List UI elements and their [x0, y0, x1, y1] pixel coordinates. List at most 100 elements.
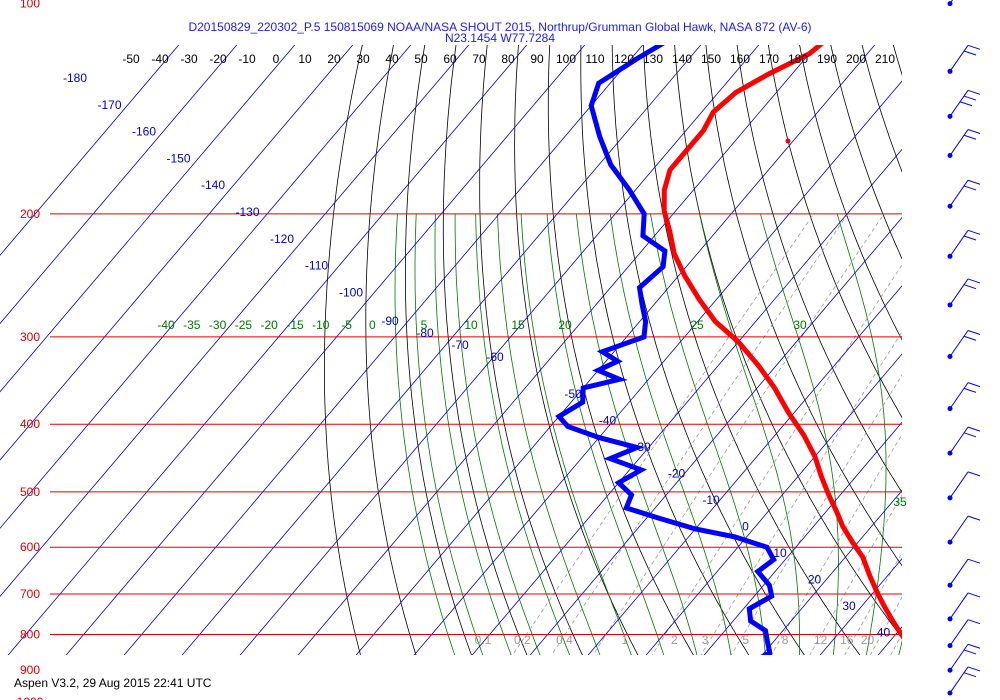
wind-barb-staff — [949, 230, 969, 257]
theta-label: -20 — [209, 52, 227, 66]
mixing-ratio-line — [770, 433, 902, 655]
dry-adiabat-line — [767, 45, 902, 419]
isotherm-line — [65, 45, 586, 655]
moist-adiabat-line — [475, 213, 570, 655]
dry-adiabat-line — [642, 45, 861, 655]
isotherm-label: 40 — [877, 626, 891, 640]
wind-barb — [947, 44, 981, 74]
dry-adiabat-line — [404, 45, 472, 655]
theta-label: 100 — [556, 52, 576, 66]
theta-label: 130 — [643, 52, 663, 66]
isotherm-line — [819, 558, 902, 655]
isotherm-line — [7, 45, 528, 655]
mixing-ratio-line — [651, 264, 902, 655]
theta-label: 210 — [875, 52, 895, 66]
wind-barb-feather — [967, 179, 981, 185]
isotherm-line — [703, 421, 902, 655]
wind-barb-feather — [967, 643, 981, 649]
isotherm-label: -90 — [381, 314, 399, 328]
dry-adiabat-line — [514, 45, 639, 655]
dewpoint-profile-line — [555, 45, 777, 655]
wind-barb-staff — [949, 619, 969, 646]
isotherm-label: -110 — [305, 259, 328, 273]
theta-label: 120 — [614, 52, 634, 66]
isotherm-label: -30 — [633, 440, 651, 454]
moist-adiabat-line — [898, 640, 902, 655]
theta-label: 150 — [701, 52, 721, 66]
wind-barb — [947, 278, 981, 308]
mixing-ratio-label: 3 — [702, 633, 709, 647]
dry-adiabat-line — [442, 45, 528, 655]
theta-label: -40 — [151, 52, 169, 66]
mixing-ratio-label: 1 — [621, 633, 628, 647]
moist-adiabat-label: 30 — [793, 318, 807, 332]
dry-adiabat-line — [547, 45, 694, 655]
dry-adiabat-line — [830, 45, 902, 260]
theta-label: -50 — [122, 52, 140, 66]
moist-adiabat-label: -20 — [261, 318, 279, 332]
isotherm-label: -100 — [339, 285, 363, 299]
wind-barb-feather — [963, 284, 977, 290]
moist-adiabat-label: 5 — [421, 318, 428, 332]
isotherm-label: -120 — [270, 232, 294, 246]
isotherm-line — [413, 80, 902, 655]
dry-adiabat-line — [705, 45, 902, 567]
temperature-profile-line — [661, 45, 902, 640]
wind-barb-feather — [963, 432, 977, 438]
mixing-ratio-line — [592, 213, 885, 655]
wind-barb-staff — [949, 515, 969, 543]
theta-label: 0 — [273, 52, 280, 66]
pressure-label: 800 — [20, 627, 40, 641]
pressure-label: 100 — [20, 0, 40, 11]
pressure-label: 700 — [20, 587, 40, 601]
dry-adiabat-line — [882, 0, 1000, 700]
theta-label: 110 — [585, 52, 604, 66]
wind-barb-feather — [963, 649, 977, 655]
mixing-ratio-label: 0.1 — [475, 633, 492, 647]
wind-barb-staff — [949, 558, 969, 586]
isotherm-label: -20 — [668, 467, 686, 481]
moist-adiabat-line — [497, 213, 601, 655]
moist-adiabat-line — [454, 213, 541, 655]
dry-adiabat-line — [479, 45, 583, 655]
isotherm-label: -170 — [97, 98, 121, 112]
pressure-label: 900 — [20, 663, 40, 677]
pressure-label: 400 — [20, 417, 40, 431]
wind-barb-staff — [949, 179, 969, 207]
mixing-ratio-label: 16 — [840, 633, 854, 647]
mixing-ratio-label: 8 — [782, 633, 789, 647]
pressure-label: 200 — [20, 207, 40, 221]
dry-adiabat-line — [674, 45, 902, 639]
theta-label: 200 — [846, 52, 866, 66]
theta-label: 70 — [472, 52, 486, 66]
wind-barb — [947, 471, 981, 501]
moist-adiabat-label: 20 — [558, 318, 572, 332]
moist-adiabat-line — [836, 213, 887, 655]
dry-adiabat-line — [736, 45, 902, 494]
isotherm-label: -80 — [416, 326, 434, 340]
isotherm-label: -130 — [235, 205, 259, 219]
isotherm-line — [239, 45, 760, 655]
wind-barb — [947, 129, 981, 159]
wind-barb-feather — [967, 471, 981, 477]
pressure-label: 500 — [20, 485, 40, 499]
mixing-ratio-line — [550, 213, 849, 655]
isotherm-label: 30 — [842, 599, 856, 613]
wind-barb-staff — [949, 643, 969, 671]
moist-adiabat-line — [434, 213, 512, 655]
wind-barb-feather — [967, 278, 981, 284]
isotherm-line — [0, 45, 412, 529]
isotherm-label: 10 — [773, 546, 787, 560]
wind-barb-staff — [949, 129, 969, 156]
theta-label: 160 — [730, 52, 750, 66]
wind-barb-feather — [967, 666, 981, 672]
theta-label: 180 — [788, 52, 808, 66]
mixing-ratio-label: 20 — [861, 633, 875, 647]
wind-barb-feather — [967, 426, 981, 432]
mixing-ratio-label: 12 — [814, 633, 828, 647]
mixing-ratio-label: 0.4 — [556, 633, 573, 647]
isotherm-line — [0, 45, 296, 393]
isotherm-line — [181, 45, 702, 655]
isotherm-line — [0, 45, 354, 461]
theta-label: 140 — [672, 52, 692, 66]
